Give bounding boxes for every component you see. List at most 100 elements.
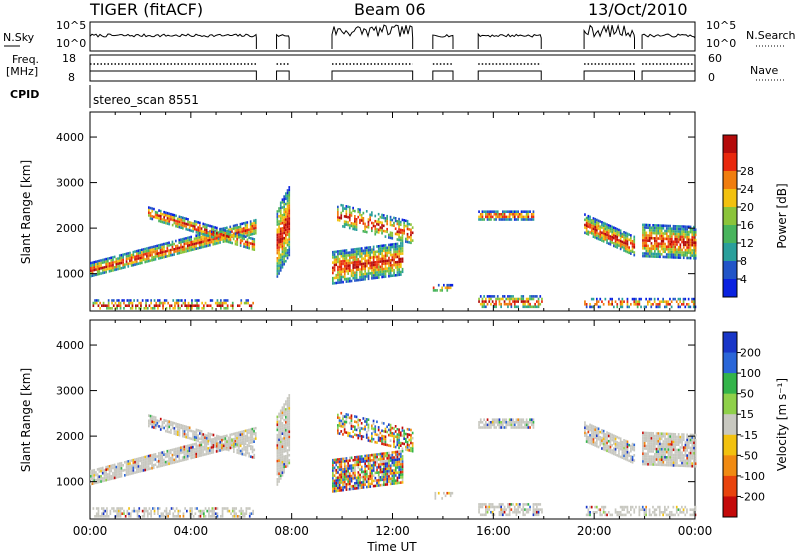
heatmap-cell	[172, 299, 175, 302]
heatmap-cell	[693, 257, 695, 260]
heatmap-cell	[229, 438, 232, 442]
heatmap-cell	[493, 418, 496, 421]
heatmap-cell	[208, 515, 210, 518]
heatmap-cell	[195, 242, 198, 245]
heatmap-cell	[195, 445, 198, 448]
heatmap-cell	[210, 227, 213, 231]
heatmap-cell	[389, 234, 392, 237]
heatmap-cell	[112, 464, 114, 467]
heatmap-cell	[507, 421, 509, 424]
heatmap-cell	[163, 245, 165, 248]
heatmap-cell	[232, 437, 235, 441]
heatmap-cell	[338, 421, 341, 425]
heatmap-cell	[278, 449, 280, 452]
heatmap-cell	[178, 241, 181, 244]
heatmap-cell	[355, 268, 358, 272]
heatmap-cell	[342, 267, 344, 271]
heatmap-cell	[520, 210, 523, 213]
heatmap-cell	[254, 229, 257, 232]
heatmap-cell	[362, 275, 365, 279]
heatmap-cell	[381, 213, 383, 217]
heatmap-cell	[349, 459, 351, 462]
heatmap-cell	[345, 269, 348, 273]
heatmap-cell	[148, 422, 150, 425]
heatmap-cell	[102, 509, 105, 513]
heatmap-cell	[149, 414, 152, 418]
heatmap-cell	[91, 469, 94, 472]
heatmap-cell	[205, 450, 208, 453]
heatmap-cell	[374, 271, 377, 274]
heatmap-cell	[229, 433, 232, 437]
heatmap-cell	[279, 425, 282, 428]
heatmap-cell	[199, 509, 202, 513]
heatmap-cell	[537, 297, 540, 301]
heatmap-cell	[394, 458, 397, 462]
heatmap-cell	[211, 512, 214, 515]
heatmap-cell	[109, 512, 112, 515]
heatmap-cell	[168, 244, 170, 247]
heatmap-cell	[227, 440, 230, 444]
heatmap-cell	[225, 301, 227, 305]
heatmap-cell	[652, 255, 654, 258]
heatmap-cell	[250, 307, 253, 310]
heatmap-cell	[352, 471, 355, 475]
heatmap-cell	[367, 269, 370, 273]
heatmap-cell	[180, 251, 182, 254]
heatmap-cell	[498, 218, 501, 221]
heatmap-cell	[112, 477, 114, 480]
heatmap-cell	[281, 221, 284, 225]
heatmap-cell	[214, 507, 217, 510]
freq-label-1: Freq.	[12, 53, 40, 66]
heatmap-cell	[182, 224, 184, 227]
heatmap-cell	[391, 253, 394, 257]
heatmap-cell	[202, 237, 204, 241]
heatmap-cell	[592, 305, 595, 309]
heatmap-cell	[185, 428, 188, 431]
heatmap-cell	[197, 509, 200, 513]
heatmap-cell	[158, 254, 160, 258]
heatmap-cell	[366, 275, 368, 278]
heatmap-cell	[529, 505, 531, 509]
heatmap-cell	[372, 253, 375, 256]
heatmap-cell	[230, 512, 232, 515]
heatmap-cell	[405, 240, 407, 243]
heatmap-cell	[676, 232, 678, 236]
heatmap-cell	[507, 295, 509, 298]
heatmap-cell	[156, 216, 159, 220]
heatmap-cell	[681, 235, 683, 239]
heatmap-cell	[142, 456, 145, 459]
heatmap-cell	[279, 256, 282, 259]
heatmap-cell	[648, 300, 651, 303]
heatmap-cell	[403, 226, 405, 230]
heatmap-cell	[283, 223, 285, 227]
heatmap-cell	[446, 286, 449, 290]
heatmap-cell	[107, 262, 109, 266]
heatmap-cell	[217, 447, 220, 450]
heatmap-cell	[352, 484, 355, 488]
heatmap-cell	[502, 418, 504, 421]
heatmap-cell	[340, 411, 343, 415]
heatmap-cell	[157, 307, 159, 310]
heatmap-cell	[129, 301, 132, 305]
heatmap-cell	[365, 436, 368, 439]
heatmap-cell	[276, 483, 279, 486]
heatmap-cell	[205, 226, 208, 229]
heatmap-cell	[243, 448, 245, 451]
heatmap-cell	[95, 263, 97, 266]
heatmap-cell	[281, 422, 284, 425]
heatmap-cell	[97, 509, 100, 513]
heatmap-cell	[607, 303, 610, 306]
heatmap-cell	[93, 474, 96, 477]
heatmap-cell	[372, 269, 375, 272]
heatmap-cell	[694, 246, 697, 250]
heatmap-cell	[245, 509, 248, 513]
heatmap-cell	[352, 269, 355, 272]
heatmap-cell	[503, 215, 506, 219]
heatmap-cell	[371, 261, 373, 264]
heatmap-cell	[163, 248, 165, 251]
heatmap-cell	[693, 231, 695, 234]
heatmap-cell	[389, 434, 392, 437]
heatmap-cell	[384, 435, 387, 439]
heatmap-cell	[210, 238, 213, 241]
heatmap-cell	[234, 437, 237, 440]
